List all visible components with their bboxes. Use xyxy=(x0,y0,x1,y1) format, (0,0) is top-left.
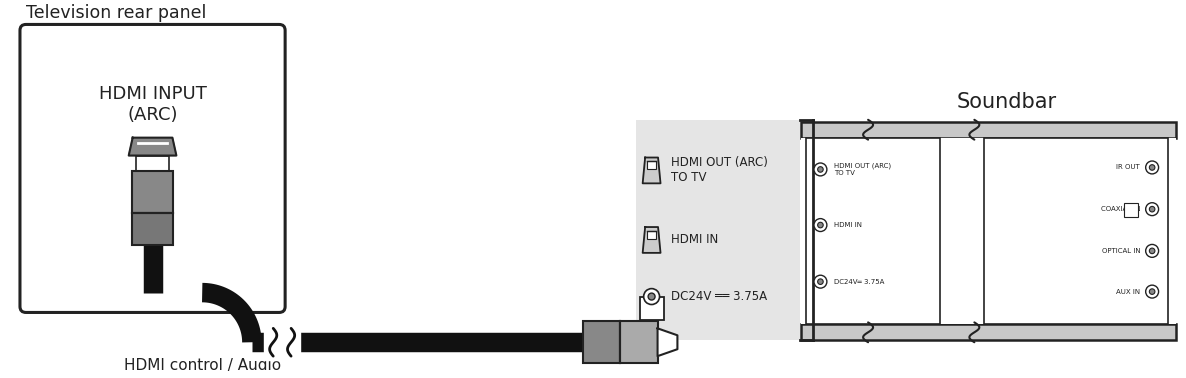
Bar xyxy=(620,321,657,363)
Text: HDMI OUT (ARC)
TO TV: HDMI OUT (ARC) TO TV xyxy=(834,163,892,176)
Circle shape xyxy=(817,167,823,172)
Text: Television rear panel: Television rear panel xyxy=(26,5,206,22)
Text: DC24V ══ 3.75A: DC24V ══ 3.75A xyxy=(671,290,767,303)
Text: HDMI IN: HDMI IN xyxy=(671,234,719,246)
Circle shape xyxy=(1149,165,1155,170)
Circle shape xyxy=(1149,248,1155,254)
Circle shape xyxy=(1146,161,1159,174)
Bar xyxy=(648,231,656,239)
Text: HDMI IN: HDMI IN xyxy=(834,222,862,228)
Circle shape xyxy=(814,218,827,231)
Bar xyxy=(801,324,1177,340)
Bar xyxy=(1124,203,1139,217)
Bar xyxy=(135,155,170,172)
Circle shape xyxy=(814,163,827,176)
Circle shape xyxy=(648,293,655,300)
Polygon shape xyxy=(657,328,677,356)
Circle shape xyxy=(817,279,823,285)
Circle shape xyxy=(1149,289,1155,294)
Text: OPTICAL IN: OPTICAL IN xyxy=(1102,248,1140,254)
Polygon shape xyxy=(129,138,177,155)
Polygon shape xyxy=(643,227,661,253)
Bar xyxy=(584,321,620,363)
Text: DC24V═ 3.75A: DC24V═ 3.75A xyxy=(834,279,885,285)
Text: AUX IN: AUX IN xyxy=(1116,288,1140,294)
Bar xyxy=(984,138,1168,324)
Text: HDMI control / Audio: HDMI control / Audio xyxy=(125,358,281,373)
Circle shape xyxy=(1146,285,1159,298)
Polygon shape xyxy=(643,158,661,183)
Text: Soundbar: Soundbar xyxy=(957,92,1057,112)
FancyBboxPatch shape xyxy=(20,25,285,313)
Circle shape xyxy=(1146,245,1159,257)
Text: HDMI OUT (ARC)
TO TV: HDMI OUT (ARC) TO TV xyxy=(671,156,769,184)
Bar xyxy=(801,138,1177,324)
Bar xyxy=(805,138,939,324)
Bar xyxy=(639,297,663,321)
Text: COAXIAL IN: COAXIAL IN xyxy=(1101,206,1140,212)
Circle shape xyxy=(644,289,659,305)
Text: IR OUT: IR OUT xyxy=(1116,164,1140,170)
Circle shape xyxy=(1146,203,1159,215)
Bar xyxy=(801,122,1177,138)
Bar xyxy=(132,172,173,213)
Bar xyxy=(648,161,656,169)
Circle shape xyxy=(817,222,823,228)
Bar xyxy=(132,213,173,245)
Circle shape xyxy=(814,275,827,288)
Text: HDMI INPUT
(ARC): HDMI INPUT (ARC) xyxy=(98,85,206,124)
Bar xyxy=(636,120,799,340)
Circle shape xyxy=(1149,206,1155,212)
